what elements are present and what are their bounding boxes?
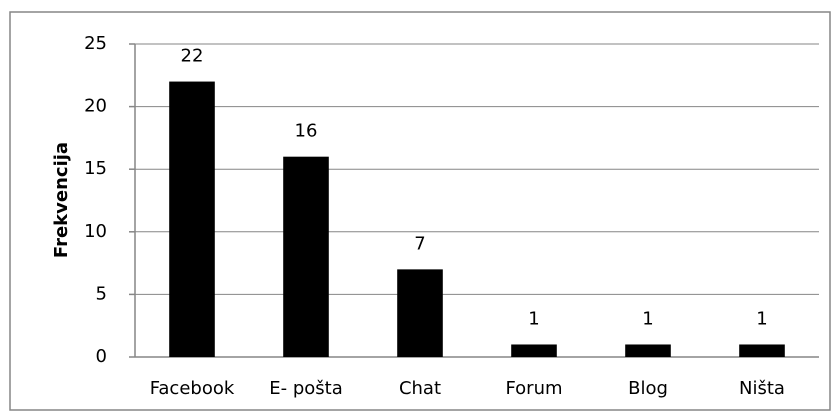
data-label: 22 bbox=[181, 46, 204, 67]
bar bbox=[739, 344, 785, 357]
x-tick-label: Blog bbox=[628, 378, 668, 399]
y-axis-label: Frekvencija bbox=[51, 142, 72, 258]
bar bbox=[397, 269, 443, 357]
x-tick-label: Ništa bbox=[739, 378, 785, 399]
data-label: 16 bbox=[295, 121, 318, 142]
data-label: 7 bbox=[414, 233, 425, 254]
bar bbox=[283, 156, 329, 357]
data-label: 1 bbox=[756, 308, 767, 329]
y-tick-label: 10 bbox=[84, 221, 107, 242]
x-tick-label: Chat bbox=[399, 378, 441, 399]
data-label: 1 bbox=[642, 308, 653, 329]
y-tick-label: 0 bbox=[96, 346, 107, 367]
x-tick-label: E- pošta bbox=[269, 378, 343, 399]
y-tick-label: 15 bbox=[84, 158, 107, 179]
bar bbox=[169, 81, 215, 357]
bar bbox=[511, 344, 557, 357]
y-tick-label: 25 bbox=[84, 33, 107, 54]
x-tick-label: Forum bbox=[505, 378, 562, 399]
data-label: 1 bbox=[528, 308, 539, 329]
x-tick-label: Facebook bbox=[150, 378, 235, 399]
y-tick-label: 5 bbox=[96, 283, 107, 304]
bar bbox=[625, 344, 671, 357]
y-tick-label: 20 bbox=[84, 96, 107, 117]
